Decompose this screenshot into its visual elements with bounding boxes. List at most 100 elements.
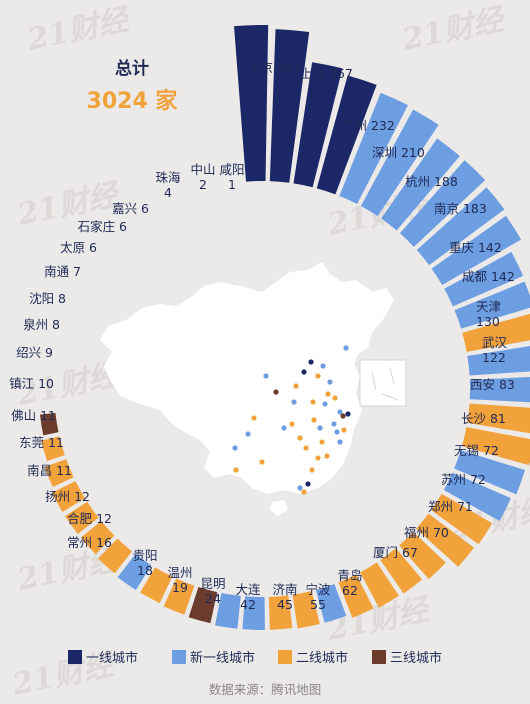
- map-dot: [232, 445, 238, 451]
- label-珠海: 珠海 4: [155, 170, 181, 200]
- map-dot: [322, 401, 328, 407]
- bar-济南: [431, 493, 493, 545]
- map-dot: [289, 421, 295, 427]
- bar-常州: [338, 574, 374, 618]
- label-常州: 常州 16: [67, 535, 112, 550]
- bar-大连: [416, 513, 474, 567]
- bar-北京: [234, 24, 269, 182]
- label-上海: 上海 367: [300, 66, 353, 81]
- bar-温州: [380, 548, 423, 594]
- label-成都: 成都 142: [462, 269, 515, 284]
- bar-广州: [293, 62, 343, 188]
- bar-合肥: [315, 583, 347, 623]
- bar-天津: [416, 187, 505, 266]
- bar-成都: [399, 160, 486, 247]
- map-dot: [340, 413, 346, 419]
- label-济南: 济南 45: [272, 582, 297, 612]
- bar-昆明: [399, 531, 446, 580]
- bar-石家庄: [65, 501, 99, 535]
- map-dot: [309, 467, 315, 473]
- china-map: [100, 262, 407, 516]
- map-dot: [311, 417, 317, 423]
- bar-青岛: [454, 450, 526, 495]
- map-dot: [331, 421, 337, 427]
- label-苏州: 苏州 72: [441, 472, 486, 487]
- label-南昌: 南昌 11: [27, 463, 72, 478]
- map-dot: [297, 435, 303, 441]
- label-天津: 天津 130: [476, 299, 501, 329]
- hainan-island: [270, 500, 288, 516]
- bar-南京: [360, 109, 439, 217]
- label-广州: 广州 232: [342, 118, 395, 133]
- label-深圳: 深圳 210: [372, 145, 425, 160]
- bar-宁波: [443, 472, 511, 522]
- label-泉州: 泉州 8: [23, 317, 60, 332]
- data-source: 数据来源：腾讯地图: [209, 682, 322, 697]
- bar-东莞: [242, 596, 265, 630]
- map-dot: [341, 427, 347, 433]
- label-无锡: 无锡 72: [454, 443, 499, 458]
- label-福州: 福州 70: [404, 525, 449, 540]
- labels-layer: 北京 387 上海 367 广州 232 深圳 210 杭州 188 南京 183 重庆 1…: [9, 60, 515, 612]
- label-绍兴: 绍兴 9: [16, 345, 53, 360]
- map-dot: [317, 425, 323, 431]
- bar-嘉兴: [51, 481, 85, 513]
- map-dot: [251, 415, 257, 421]
- bar-贵阳: [360, 562, 399, 608]
- legend-label: 二线城市: [296, 650, 348, 666]
- bar-郑州: [469, 377, 530, 403]
- bar-太原: [80, 521, 115, 555]
- total-summary: 总计 3024 家: [87, 58, 179, 114]
- inset-islands: [371, 367, 399, 401]
- map-dot: [301, 489, 307, 495]
- label-杭州: 杭州 188: [405, 174, 458, 189]
- label-北京: 北京 387: [248, 60, 301, 75]
- map-dot: [315, 455, 321, 461]
- label-东莞: 东莞 11: [19, 435, 64, 450]
- legend-swatch: [278, 650, 292, 664]
- label-大连: 大连 42: [235, 582, 261, 612]
- map-dot: [259, 459, 265, 465]
- bar-珠海: [44, 459, 74, 487]
- map-dot: [337, 439, 343, 445]
- legend: 一线城市 新一线城市 二线城市 三线城市: [68, 650, 442, 666]
- label-合肥: 合肥 12: [67, 511, 112, 526]
- label-太原: 太原 6: [60, 240, 97, 255]
- map-dot: [293, 383, 299, 389]
- map-dot: [303, 445, 309, 451]
- label-南京: 南京 183: [434, 201, 487, 216]
- label-贵阳: 贵阳 18: [132, 548, 157, 578]
- bar-上海: [269, 29, 310, 183]
- bar-重庆: [381, 138, 460, 231]
- label-温州: 温州 19: [167, 565, 192, 595]
- map-dot: [327, 379, 333, 385]
- map-dot: [245, 431, 251, 437]
- bar-扬州: [292, 590, 320, 629]
- label-武汉: 武汉 122: [482, 335, 508, 365]
- label-重庆: 重庆 142: [449, 240, 502, 255]
- map-dot: [263, 373, 269, 379]
- south-china-sea-inset: [359, 359, 407, 407]
- map-dot: [343, 345, 349, 351]
- legend-label: 一线城市: [86, 650, 138, 666]
- label-嘉兴: 嘉兴 6: [112, 201, 149, 216]
- map-dot: [345, 411, 351, 417]
- bar-中山: [41, 436, 65, 462]
- label-镇江: 镇江 10: [9, 376, 54, 391]
- bar-镇江: [188, 587, 218, 624]
- label-石家庄: 石家庄 6: [78, 219, 127, 234]
- map-dot: [324, 453, 330, 459]
- bar-厦门: [461, 427, 530, 466]
- label-长沙: 长沙 81: [461, 411, 506, 426]
- label-南通: 南通 7: [44, 264, 81, 279]
- bar-杭州: [339, 92, 408, 205]
- legend-swatch: [372, 650, 386, 664]
- label-中山: 中山 2: [190, 162, 215, 192]
- bar-深圳: [316, 75, 377, 195]
- map-dot: [310, 399, 316, 405]
- map-dot: [301, 369, 307, 375]
- china-mainland-shape: [100, 262, 394, 494]
- legend-swatch: [68, 650, 82, 664]
- label-厦门: 厦门 67: [373, 545, 418, 560]
